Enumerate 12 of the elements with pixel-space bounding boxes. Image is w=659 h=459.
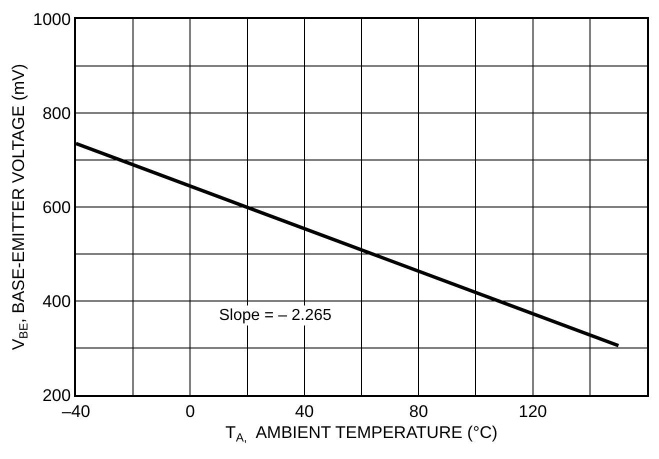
- x-axis-title: T$_{A,}$ AMBIENT TEMPERATURE (°C): [225, 423, 498, 445]
- y-tick-label: 200: [42, 386, 71, 405]
- y-tick-label: 1000: [33, 10, 71, 29]
- y-tick-label: 400: [42, 292, 71, 311]
- x-tick-label: 40: [294, 402, 314, 422]
- y-tick-label: 600: [42, 198, 71, 217]
- x-tick-label: 120: [518, 402, 547, 422]
- x-tick-label: –40: [62, 402, 90, 422]
- x-tick-label: 0: [185, 402, 195, 422]
- annotation: Slope = – 2.265: [219, 307, 332, 324]
- y-tick-label: 800: [42, 104, 71, 123]
- x-tick-label: 80: [409, 402, 428, 422]
